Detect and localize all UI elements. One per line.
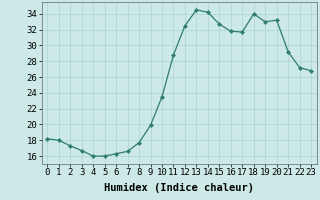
X-axis label: Humidex (Indice chaleur): Humidex (Indice chaleur) — [104, 183, 254, 193]
